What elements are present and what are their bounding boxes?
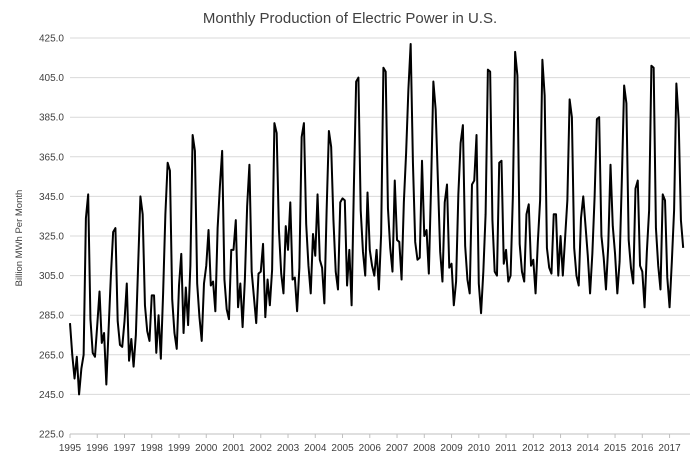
y-tick-label: 225.0 [39, 430, 64, 441]
x-tick-label: 1996 [86, 443, 109, 454]
grid-layer [70, 37, 690, 435]
x-tick-label: 1998 [141, 443, 164, 454]
series-line [69, 42, 685, 396]
x-tick-label: 1997 [113, 443, 136, 454]
x-tick-label: 2007 [386, 443, 409, 454]
x-tick-label: 2013 [549, 443, 572, 454]
x-tick-label: 2001 [222, 443, 245, 454]
x-tick-label: 2005 [331, 443, 354, 454]
x-tick-label: 2015 [604, 443, 627, 454]
x-tick-label: 2011 [495, 443, 517, 454]
y-tick-label: 345.0 [39, 192, 64, 203]
y-tick-label: 325.0 [39, 232, 64, 243]
x-tick-label: 2012 [522, 443, 545, 454]
x-tick-label: 1995 [59, 443, 82, 454]
y-tick-label: 285.0 [39, 311, 64, 322]
y-axis-label: Billion MWh Per Month [14, 190, 25, 287]
x-tick-label: 2010 [468, 443, 491, 454]
x-tick-label: 2014 [577, 443, 600, 454]
x-tick-label: 2004 [304, 443, 327, 454]
series-layer [69, 42, 685, 396]
y-tick-layer: 225.0 245.0 265.0 285.0 305.0 325.0 345.0 365.0… [39, 34, 64, 441]
x-tick-label: 2000 [195, 443, 218, 454]
x-tick-label: 2003 [277, 443, 300, 454]
y-tick-label: 405.0 [39, 73, 64, 84]
x-tick-label: 2017 [658, 443, 681, 454]
chart-title: Monthly Production of Electric Power in … [203, 10, 497, 27]
x-tick-label: 1999 [168, 443, 191, 454]
x-tick-label: 2002 [250, 443, 273, 454]
y-tick-label: 385.0 [39, 113, 64, 124]
y-tick-label: 305.0 [39, 271, 64, 282]
y-tick-label: 425.0 [39, 34, 64, 45]
y-tick-label: 245.0 [39, 390, 64, 401]
y-tick-label: 365.0 [39, 152, 64, 163]
x-tick-label: 2008 [413, 443, 436, 454]
x-tick-label: 2006 [359, 443, 382, 454]
x-tick-label: 2016 [631, 443, 654, 454]
x-tick-label: 2009 [440, 443, 463, 454]
y-tick-label: 265.0 [39, 350, 64, 361]
x-tick-layer: 1995 1996 1997 1998 1999 2000 2001 2002 2003 2004… [59, 434, 681, 454]
